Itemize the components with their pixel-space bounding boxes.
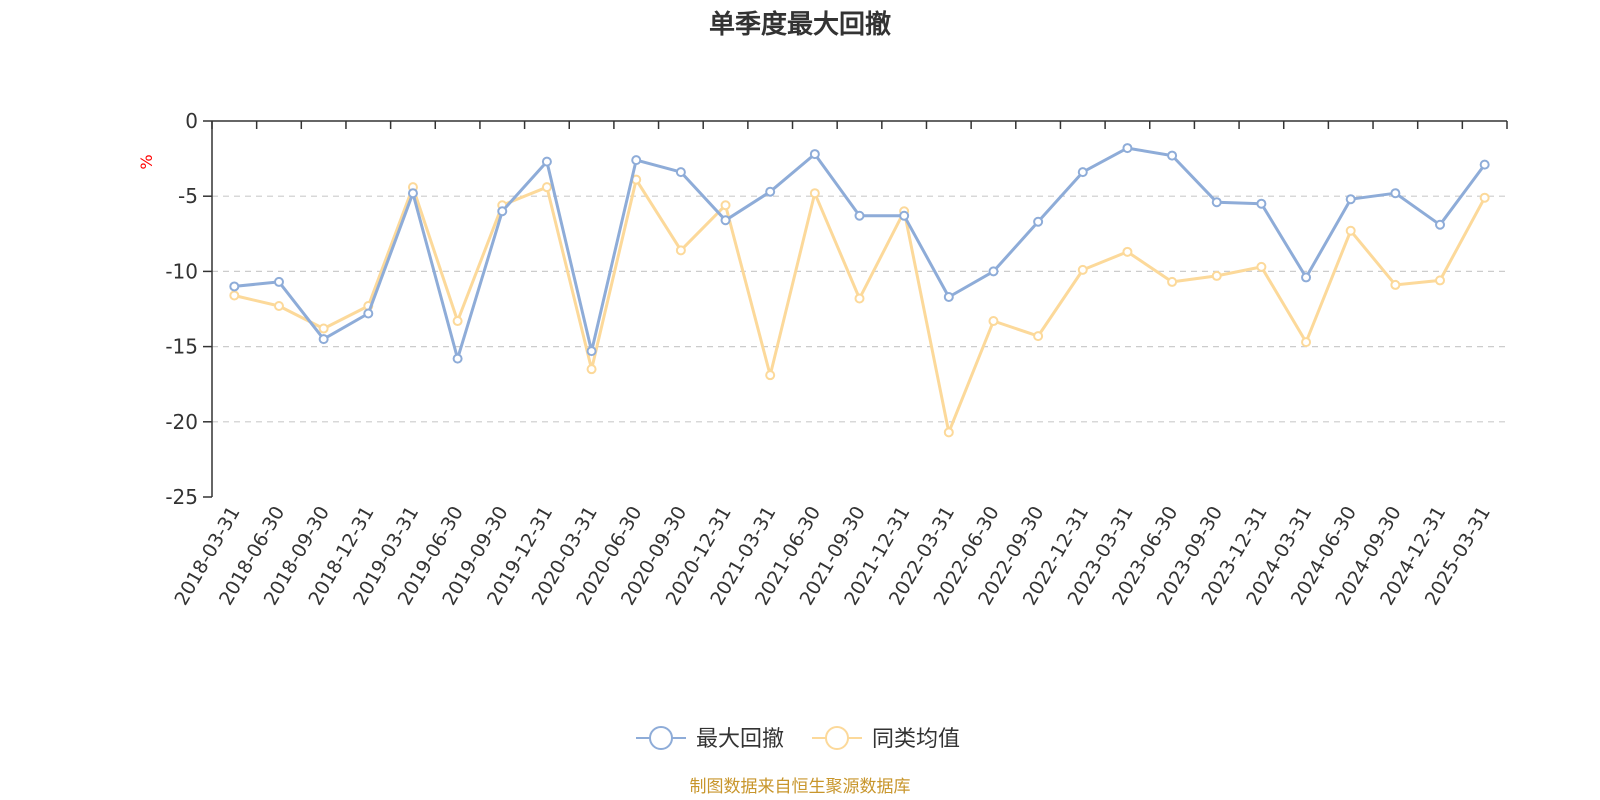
- data-point-series-2[interactable]: [1211, 270, 1222, 281]
- data-point-series-2[interactable]: [586, 364, 597, 375]
- data-point-series-2[interactable]: [720, 200, 731, 211]
- data-point-series-2[interactable]: [1167, 276, 1178, 287]
- data-point-series-2[interactable]: [1345, 225, 1356, 236]
- data-point-series-2[interactable]: [943, 427, 954, 438]
- data-point-series-1[interactable]: [1077, 167, 1088, 178]
- data-point-series-2[interactable]: [452, 316, 463, 327]
- y-tick-label: -25: [165, 485, 198, 509]
- data-point-series-1[interactable]: [363, 308, 374, 319]
- data-point-series-1[interactable]: [1345, 194, 1356, 205]
- data-point-series-1[interactable]: [1256, 198, 1267, 209]
- data-point-series-1[interactable]: [229, 281, 240, 292]
- legend-item-1[interactable]: 最大回撤: [636, 726, 784, 752]
- data-point-series-1[interactable]: [318, 334, 329, 345]
- data-point-series-2[interactable]: [1301, 337, 1312, 348]
- data-point-series-1[interactable]: [899, 210, 910, 221]
- y-tick-label: -15: [165, 335, 198, 359]
- data-point-series-2[interactable]: [675, 245, 686, 256]
- legend-marker: [825, 726, 849, 750]
- y-tick-label: 0: [185, 109, 198, 133]
- data-point-series-1[interactable]: [497, 206, 508, 217]
- data-point-series-2[interactable]: [809, 188, 820, 199]
- data-point-series-1[interactable]: [1479, 159, 1490, 170]
- data-point-series-2[interactable]: [1077, 264, 1088, 275]
- legend[interactable]: 最大回撤 同类均值: [636, 726, 960, 752]
- chart-title: 单季度最大回撤: [709, 9, 891, 40]
- data-point-series-2[interactable]: [1256, 261, 1267, 272]
- y-tick-label: -10: [165, 259, 198, 283]
- data-point-series-1[interactable]: [1390, 188, 1401, 199]
- data-point-series-1[interactable]: [1033, 216, 1044, 227]
- data-point-series-2[interactable]: [541, 182, 552, 193]
- y-tick-label: -5: [178, 184, 198, 208]
- data-point-series-1[interactable]: [943, 291, 954, 302]
- data-point-series-1[interactable]: [765, 186, 776, 197]
- data-point-series-1[interactable]: [720, 215, 731, 226]
- legend-label: 同类均值: [872, 727, 960, 752]
- data-point-series-2[interactable]: [229, 290, 240, 301]
- data-point-series-1[interactable]: [452, 353, 463, 364]
- data-point-series-2[interactable]: [318, 323, 329, 334]
- series-layer: [229, 143, 1490, 438]
- footer-source: 制图数据来自恒生聚源数据库: [690, 777, 911, 797]
- data-point-series-1[interactable]: [407, 188, 418, 199]
- data-point-series-1[interactable]: [631, 155, 642, 166]
- data-point-series-1[interactable]: [1435, 219, 1446, 230]
- data-point-series-1[interactable]: [541, 156, 552, 167]
- y-axis-unit: %: [137, 154, 156, 169]
- data-point-series-1[interactable]: [586, 346, 597, 357]
- data-point-series-1[interactable]: [1122, 143, 1133, 154]
- data-point-series-2[interactable]: [854, 293, 865, 304]
- data-point-series-1[interactable]: [1167, 150, 1178, 161]
- data-point-series-1[interactable]: [1301, 272, 1312, 283]
- data-point-series-2[interactable]: [1435, 275, 1446, 286]
- data-point-series-2[interactable]: [988, 316, 999, 327]
- data-point-series-2[interactable]: [765, 370, 776, 381]
- data-point-series-1[interactable]: [1211, 197, 1222, 208]
- legend-label: 最大回撤: [696, 727, 784, 752]
- y-tick-label: -20: [165, 410, 198, 434]
- data-point-series-1[interactable]: [675, 167, 686, 178]
- data-point-series-2[interactable]: [1122, 246, 1133, 257]
- data-point-series-1[interactable]: [854, 210, 865, 221]
- data-point-series-1[interactable]: [273, 276, 284, 287]
- data-point-series-2[interactable]: [1479, 192, 1490, 203]
- legend-marker: [649, 726, 673, 750]
- data-point-series-2[interactable]: [273, 300, 284, 311]
- data-point-series-2[interactable]: [1390, 279, 1401, 290]
- data-point-series-1[interactable]: [809, 149, 820, 160]
- data-point-series-2[interactable]: [1033, 331, 1044, 342]
- grid-lines: [212, 195, 1507, 423]
- legend-item-2[interactable]: 同类均值: [812, 726, 960, 752]
- data-point-series-1[interactable]: [988, 266, 999, 277]
